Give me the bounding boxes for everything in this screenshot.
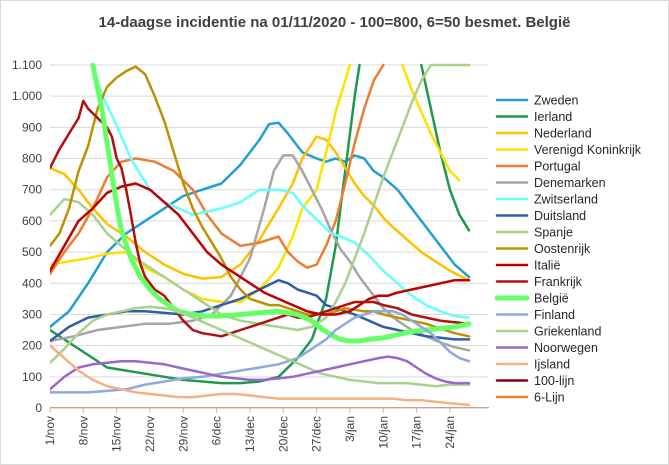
series-line-spanje [50, 63, 471, 332]
legend-label: Duitsland [534, 209, 586, 223]
legend-label: Griekenland [534, 325, 601, 339]
y-tick-label: 300 [22, 307, 42, 321]
legend: Zweden Ierland Nederland Verenigd Koninkrij… [494, 94, 642, 405]
legend-label: Spanje [534, 226, 573, 240]
y-tick-label: 200 [22, 339, 42, 353]
legend-label: Nederland [534, 127, 592, 141]
series-line-vk-down [401, 63, 461, 182]
series-line-noorwegen [50, 355, 471, 391]
series-line-ierland-down [420, 63, 471, 232]
series-line-frankrijk [50, 99, 471, 338]
y-tick-label: 700 [22, 183, 42, 197]
series-line-zwitserland [91, 63, 471, 319]
series-line-denemarken [50, 154, 471, 352]
legend-label: Zweden [534, 94, 579, 108]
chart-title: 14-daagse incidentie na 01/11/2020 - 100… [98, 14, 571, 31]
legend-label: Oostenrijk [534, 242, 591, 256]
legend-label: Zwitserland [534, 193, 598, 207]
legend-label: Italië [534, 259, 560, 273]
x-tick-label: 22/nov [143, 416, 157, 452]
y-tick-label: 100 [22, 370, 42, 384]
x-tick-label: 3/jan [343, 416, 357, 442]
x-tick-label: 17/jan [410, 416, 424, 449]
series-line-itali- [50, 182, 471, 316]
x-tick-label: 20/dec [276, 416, 290, 452]
legend-label: Noorwegen [534, 341, 598, 355]
x-tick-label: 15/nov [110, 416, 124, 452]
series-line-griekenland [50, 305, 471, 388]
x-tick-label: 24/jan [443, 416, 457, 449]
legend-label: Frankrijk [534, 275, 583, 289]
legend-label: Denemarken [534, 176, 606, 190]
series-line-duitsland [50, 278, 471, 343]
legend-label: Ijsland [534, 358, 570, 372]
x-tick-label: 6/dec [210, 416, 224, 445]
y-tick-label: 600 [22, 214, 42, 228]
series-line-ierland [50, 63, 361, 385]
legend-label: 100-lijn [534, 374, 574, 388]
series-line-zweden [50, 121, 471, 329]
legend-label: Verenigd Koninkrijk [534, 143, 642, 157]
series-line-ijsland [50, 344, 471, 407]
legend-label: Ierland [534, 110, 572, 124]
legend-label: Finland [534, 308, 575, 322]
x-tick-label: 1/nov [43, 416, 57, 445]
y-tick-label: 800 [22, 152, 42, 166]
legend-label: 6-Lijn [534, 391, 565, 405]
y-tick-label: 1.100 [12, 58, 42, 72]
series-line-finland [50, 310, 471, 394]
series-lines [50, 63, 489, 408]
x-tick-label: 29/nov [176, 416, 190, 452]
x-tick-label: 13/dec [243, 416, 257, 452]
y-tick-label: 0 [35, 401, 42, 415]
x-tick-label: 27/dec [310, 416, 324, 452]
legend-label: Portugal [534, 160, 581, 174]
axes: 0 100 200 300 400 500 600 700 800 900 1.000 1.100 1/… [12, 58, 488, 452]
series-line-belgi- [90, 63, 472, 344]
legend-label: België [534, 292, 569, 306]
y-tick-label: 400 [22, 276, 42, 290]
y-tick-label: 1.000 [12, 89, 42, 103]
x-tick-label: 8/nov [76, 416, 90, 445]
x-tick-label: 10/jan [376, 416, 390, 449]
y-tick-label: 500 [22, 245, 42, 259]
y-tick-label: 900 [22, 120, 42, 134]
